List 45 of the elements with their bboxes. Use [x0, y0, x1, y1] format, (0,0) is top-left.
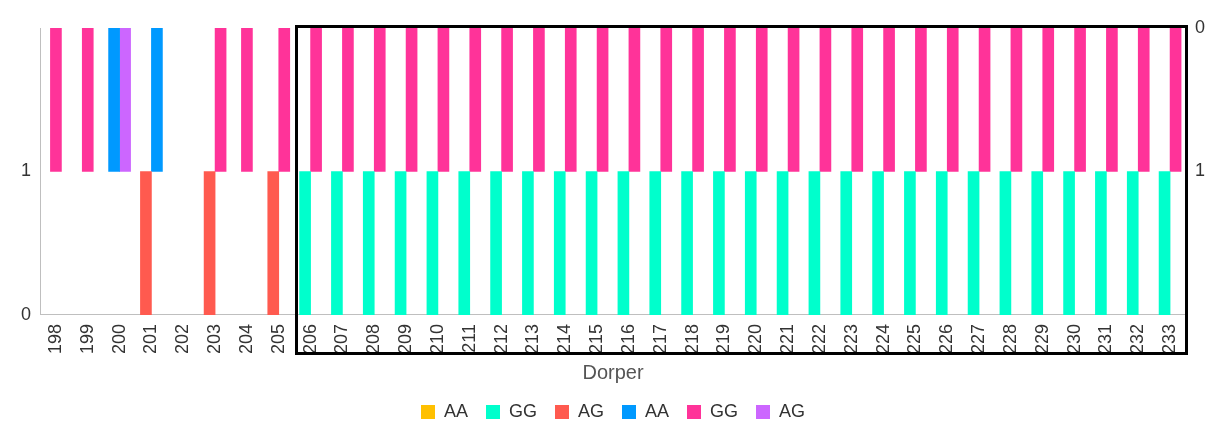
x-tick-label: 233 — [1159, 323, 1180, 355]
x-tick-label: 202 — [172, 323, 193, 355]
x-tick-label: 222 — [808, 323, 829, 355]
x-tick-label: 219 — [713, 323, 734, 355]
x-tick-label: 208 — [363, 323, 384, 355]
y2-tick-label: 0 — [1194, 16, 1205, 37]
legend-label: GG — [710, 400, 739, 421]
x-tick-label: 227 — [968, 323, 989, 355]
x-tick-label: 210 — [426, 323, 447, 355]
x-tick-label: 218 — [681, 323, 702, 355]
x-tick-label: 199 — [76, 323, 97, 355]
legend-label: GG — [508, 400, 538, 421]
legend-label: AG — [577, 400, 605, 421]
x-tick-label: 217 — [649, 323, 670, 355]
x-tick-label: 230 — [1063, 323, 1084, 355]
x-tick-label: 220 — [745, 323, 766, 355]
x-tick-label: 225 — [904, 323, 925, 355]
x-tick-label: 201 — [140, 323, 161, 355]
y2-tick-label: 1 — [1194, 160, 1205, 181]
x-tick-label: 209 — [395, 323, 416, 355]
x-tick-label: 232 — [1127, 323, 1148, 355]
x-tick-label: 206 — [299, 323, 320, 355]
x-axis-title: Dorper — [582, 360, 644, 383]
x-tick-label: 212 — [490, 323, 511, 355]
x-tick-label: 205 — [267, 323, 288, 355]
legend-label: AA — [443, 400, 468, 421]
x-tick-label: 213 — [522, 323, 543, 355]
x-tick-label: 204 — [235, 323, 256, 355]
x-tick-label: 215 — [586, 323, 607, 355]
x-tick-label: 223 — [840, 323, 861, 355]
x-tick-label: 229 — [1031, 323, 1052, 355]
x-tick-label: 214 — [554, 323, 575, 355]
x-tick-label: 211 — [458, 323, 479, 353]
x-tick-label: 216 — [617, 323, 638, 355]
x-tick-label: 224 — [872, 323, 893, 355]
x-tick-label: 221 — [777, 323, 798, 355]
x-tick-label: 203 — [204, 323, 225, 355]
x-tick-label: 226 — [936, 323, 957, 355]
x-tick-label: 200 — [108, 323, 129, 355]
x-tick-label: 231 — [1095, 323, 1116, 355]
legend-label: AG — [779, 400, 806, 421]
x-tick-label: 198 — [44, 323, 65, 355]
x-tick-label: 228 — [999, 323, 1020, 355]
legend-label: AA — [645, 400, 670, 421]
x-tick-label: 207 — [331, 323, 352, 355]
